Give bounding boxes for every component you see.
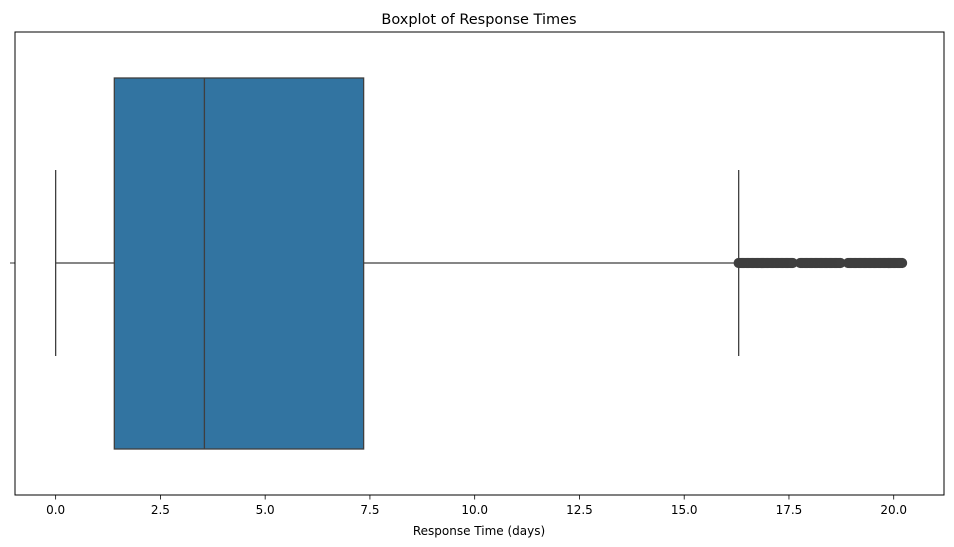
x-axis-label: Response Time (days): [413, 524, 545, 538]
iqr-box: [113, 77, 365, 450]
x-tick-label: 20.0: [880, 503, 907, 517]
outlier-point: [896, 257, 908, 269]
x-axis: 0.0 2.5 5.0 7.5 10.0 12.5 15.0 17.5 20.0: [46, 495, 907, 517]
x-tick-label: 2.5: [151, 503, 170, 517]
x-tick-label: 7.5: [360, 503, 379, 517]
plot-frame: [14, 31, 945, 496]
x-tick-label: 0.0: [46, 503, 65, 517]
x-tick-label: 17.5: [776, 503, 803, 517]
chart-title: Boxplot of Response Times: [381, 12, 576, 28]
x-tick-label: 10.0: [461, 503, 488, 517]
plot-area: [54, 77, 908, 450]
x-tick-label: 12.5: [566, 503, 593, 517]
x-tick-label: 5.0: [256, 503, 275, 517]
x-tick-label: 15.0: [671, 503, 698, 517]
